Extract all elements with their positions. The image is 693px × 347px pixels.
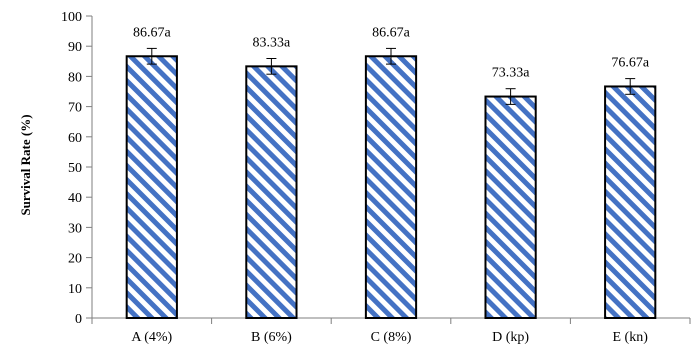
x-axis: A (4%) B (6%) C (8%) D (kp) E (kn): [91, 317, 691, 345]
y-axis: 0 10 20 30 40 50 60 70 80 90 100: [61, 10, 93, 327]
y-tick-label: 40: [68, 191, 82, 206]
y-tick-label: 50: [68, 161, 82, 176]
y-tick-label: 10: [68, 282, 82, 297]
y-tick-label: 100: [61, 10, 82, 25]
x-category-label: A (4%): [131, 330, 172, 345]
data-label: 86.67a: [133, 25, 172, 40]
x-category-label: C (8%): [371, 330, 412, 345]
y-tick-label: 90: [68, 40, 82, 55]
x-category-label: D (kp): [492, 330, 529, 345]
data-label: 76.67a: [611, 56, 650, 71]
x-category-label: E (kn): [613, 330, 649, 345]
y-axis-title: Survival Rate (%): [18, 114, 33, 215]
bars-group: [125, 55, 657, 320]
y-tick-label: 20: [68, 252, 82, 267]
y-tick-label: 30: [68, 221, 82, 236]
bar: [604, 85, 657, 319]
bar: [484, 95, 537, 320]
bar: [245, 65, 298, 319]
data-labels-group: 86.67a 83.33a 86.67a 73.33a 76.67a: [133, 25, 650, 80]
x-category-label: B (6%): [251, 330, 292, 345]
data-label: 73.33a: [492, 66, 531, 81]
y-tick-label: 70: [68, 101, 82, 116]
y-tick-label: 0: [75, 312, 82, 327]
bar: [364, 55, 418, 320]
y-tick-label: 60: [68, 131, 82, 146]
data-label: 86.67a: [372, 25, 411, 40]
error-bars-group: [146, 47, 636, 105]
y-tick-label: 80: [68, 70, 82, 85]
data-label: 83.33a: [253, 35, 292, 50]
bar: [125, 55, 178, 320]
